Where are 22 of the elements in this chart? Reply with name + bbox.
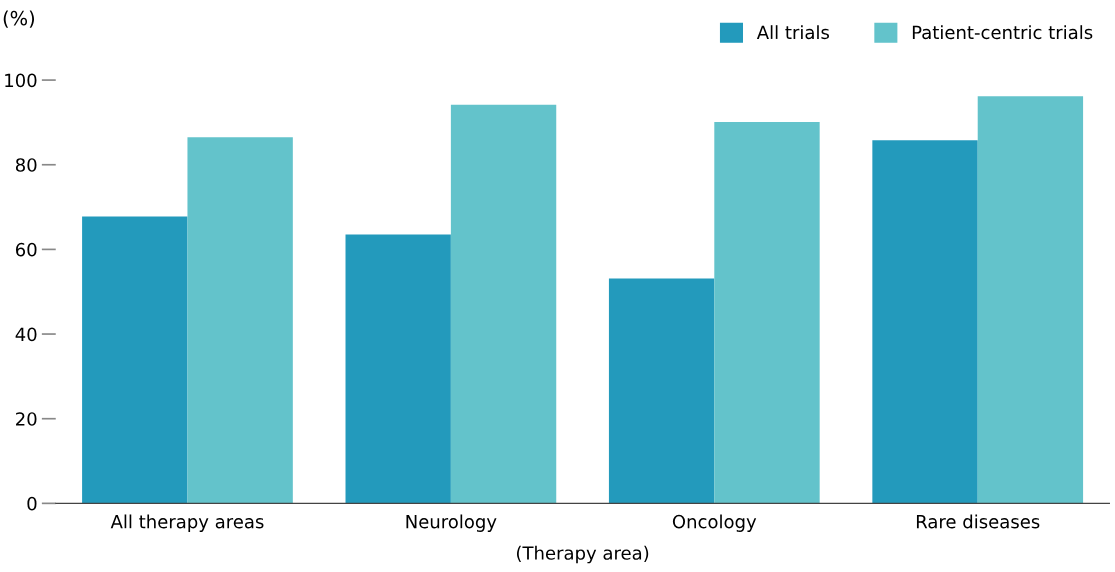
bar bbox=[345, 234, 451, 504]
y-tick-label: 100 bbox=[5, 73, 37, 88]
legend-label: All trials bbox=[756, 25, 829, 40]
y-axis-title: (%) bbox=[3, 10, 35, 28]
bar bbox=[187, 137, 293, 504]
bar bbox=[82, 216, 188, 504]
legend-label: Patient-centric trials bbox=[912, 25, 1093, 40]
y-tick-label: 60 bbox=[15, 242, 37, 257]
x-tick-label: Oncology bbox=[672, 514, 757, 532]
y-tick-label: 80 bbox=[15, 158, 37, 172]
x-tick-label: Neurology bbox=[406, 514, 497, 532]
bar bbox=[977, 96, 1084, 504]
x-tick-label: Rare diseases bbox=[916, 514, 1040, 529]
y-tick-label: 0 bbox=[27, 496, 37, 511]
bar bbox=[608, 278, 715, 504]
x-axis-title: (Therapy area) bbox=[516, 545, 649, 564]
y-tick-label: 40 bbox=[15, 327, 37, 342]
bar bbox=[714, 121, 820, 504]
y-tick-label: 20 bbox=[16, 412, 37, 426]
bar bbox=[872, 140, 978, 504]
x-tick-label: All therapy areas bbox=[110, 514, 264, 532]
bar bbox=[450, 104, 557, 504]
